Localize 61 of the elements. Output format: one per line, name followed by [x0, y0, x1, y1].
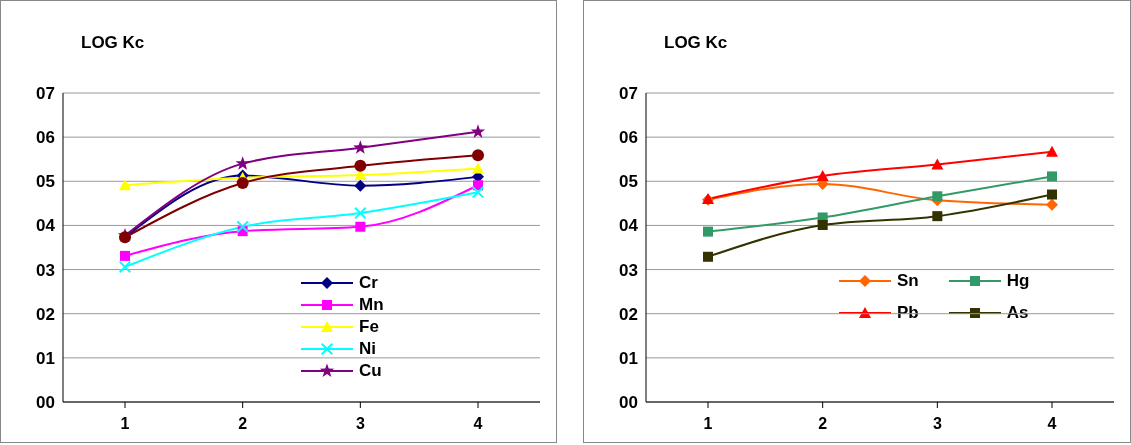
y-tick-label: 06 [36, 128, 55, 148]
point [932, 211, 943, 222]
y-tick-label: 00 [619, 393, 638, 413]
y-tick-label: 02 [36, 304, 55, 324]
x-tick-label: 4 [1047, 415, 1057, 433]
point [236, 220, 249, 233]
legend-label: Cu [359, 361, 382, 381]
y-tick-label: 06 [619, 128, 638, 148]
y-tick-label: 07 [36, 84, 55, 104]
legend-label: Ni [359, 339, 376, 359]
point [472, 162, 484, 174]
point [470, 124, 486, 138]
x-tick-label: 2 [818, 415, 828, 433]
point [355, 221, 366, 232]
point [932, 191, 943, 202]
legend-label: Mn [359, 295, 384, 315]
x-tick-label: 2 [238, 415, 248, 433]
legend-label: Cr [359, 273, 378, 293]
point [236, 177, 249, 190]
point [354, 159, 367, 172]
point [1046, 145, 1058, 157]
y-tick-label: 05 [619, 172, 638, 192]
legend-label: Pb [897, 303, 919, 323]
legend-label: Hg [1006, 271, 1030, 291]
point [354, 179, 367, 192]
point [816, 169, 829, 181]
x-tick-label: 4 [473, 415, 483, 433]
chart-title: LOG Kc [81, 33, 145, 53]
point [1047, 189, 1057, 200]
y-tick-label: 03 [36, 260, 55, 280]
y-tick-label: 00 [36, 393, 55, 413]
point [703, 251, 713, 262]
y-tick-label: 07 [619, 84, 638, 104]
y-tick-label: 04 [36, 216, 56, 236]
point [235, 156, 250, 170]
point [1047, 171, 1057, 182]
x-tick-label: 3 [355, 415, 365, 433]
point [472, 149, 484, 162]
point [119, 260, 131, 273]
point [703, 226, 713, 237]
y-tick-label: 01 [36, 348, 55, 368]
point [1046, 198, 1058, 211]
point [931, 158, 944, 170]
y-tick-label: 05 [36, 172, 55, 192]
x-tick-label: 1 [703, 415, 713, 433]
x-tick-label: 3 [932, 415, 942, 433]
point [472, 186, 484, 199]
y-tick-label: 04 [619, 216, 639, 236]
point [119, 179, 131, 191]
y-tick-label: 01 [619, 348, 638, 368]
point [354, 207, 367, 220]
legend-label: Sn [897, 271, 919, 291]
chart-title: LOG Kc [664, 33, 728, 53]
point [817, 219, 828, 230]
point [353, 140, 368, 154]
y-tick-label: 02 [619, 304, 638, 324]
x-tick-label: 1 [120, 415, 130, 433]
y-tick-label: 03 [619, 260, 638, 280]
legend-label: Fe [359, 317, 379, 337]
legend-label: As [1006, 303, 1029, 323]
point [120, 250, 130, 261]
